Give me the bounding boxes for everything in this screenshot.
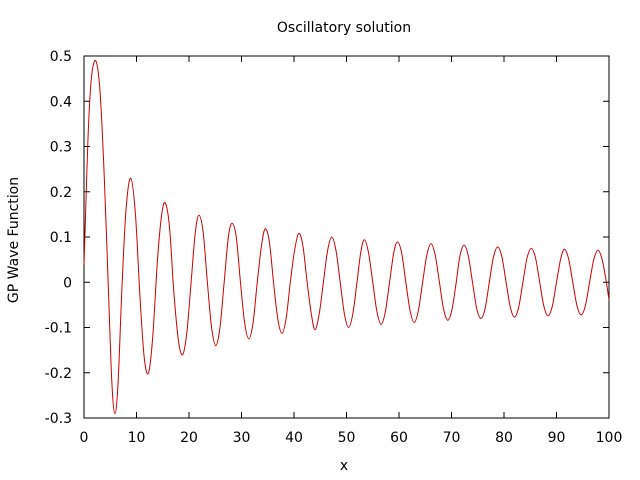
series-line xyxy=(83,59,610,414)
x-tick-label: 30 xyxy=(233,430,251,446)
x-tick-label: 70 xyxy=(443,430,461,446)
x-tick-label: 0 xyxy=(80,430,89,446)
y-tick-labels: -0.3 -0.2 -0.1 0 0.1 0.2 0.3 0.4 0.5 xyxy=(45,49,72,427)
y-tick-label: 0.1 xyxy=(50,230,72,246)
y-tick-label: -0.2 xyxy=(45,366,72,382)
x-tick-labels: 0 10 20 30 40 50 60 70 80 90 100 xyxy=(80,430,623,446)
plot-area xyxy=(83,55,610,419)
x-tick-label: 60 xyxy=(390,430,408,446)
series-group xyxy=(83,59,610,414)
y-tick-label: 0.2 xyxy=(50,185,72,201)
x-tick-label: 80 xyxy=(495,430,513,446)
tick-marks xyxy=(83,55,610,419)
chart-title: Oscillatory solution xyxy=(277,20,411,36)
y-tick-label: 0.4 xyxy=(50,94,72,110)
plot-frame xyxy=(83,55,610,419)
y-tick-label: 0.5 xyxy=(50,49,72,65)
y-tick-label: -0.1 xyxy=(45,321,72,337)
x-tick-label: 40 xyxy=(285,430,303,446)
y-tick-label: 0 xyxy=(63,275,72,291)
x-tick-label: 100 xyxy=(596,430,623,446)
y-tick-label: -0.3 xyxy=(45,411,72,427)
x-tick-label: 20 xyxy=(180,430,198,446)
x-axis-label: x xyxy=(340,458,348,474)
x-tick-label: 90 xyxy=(548,430,566,446)
y-axis-label: GP Wave Function xyxy=(6,177,22,303)
x-tick-label: 10 xyxy=(128,430,146,446)
x-tick-label: 50 xyxy=(338,430,356,446)
y-tick-label: 0.3 xyxy=(50,140,72,156)
